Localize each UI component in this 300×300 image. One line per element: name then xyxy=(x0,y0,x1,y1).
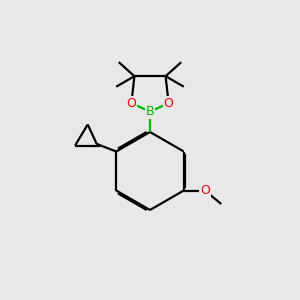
Text: B: B xyxy=(146,105,154,118)
Text: O: O xyxy=(127,97,136,110)
Text: O: O xyxy=(200,184,210,197)
Text: O: O xyxy=(164,97,173,110)
